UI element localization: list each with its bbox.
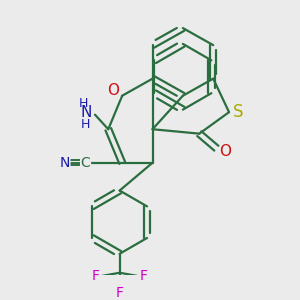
Text: C: C	[81, 156, 90, 170]
Text: H: H	[78, 97, 88, 110]
Text: F: F	[92, 269, 100, 283]
Text: H: H	[81, 118, 90, 131]
Text: N: N	[80, 105, 92, 120]
Text: S: S	[232, 103, 243, 121]
Text: O: O	[219, 144, 231, 159]
Text: O: O	[107, 83, 119, 98]
Text: F: F	[140, 269, 148, 283]
Text: N: N	[59, 156, 70, 170]
Text: F: F	[116, 286, 124, 300]
